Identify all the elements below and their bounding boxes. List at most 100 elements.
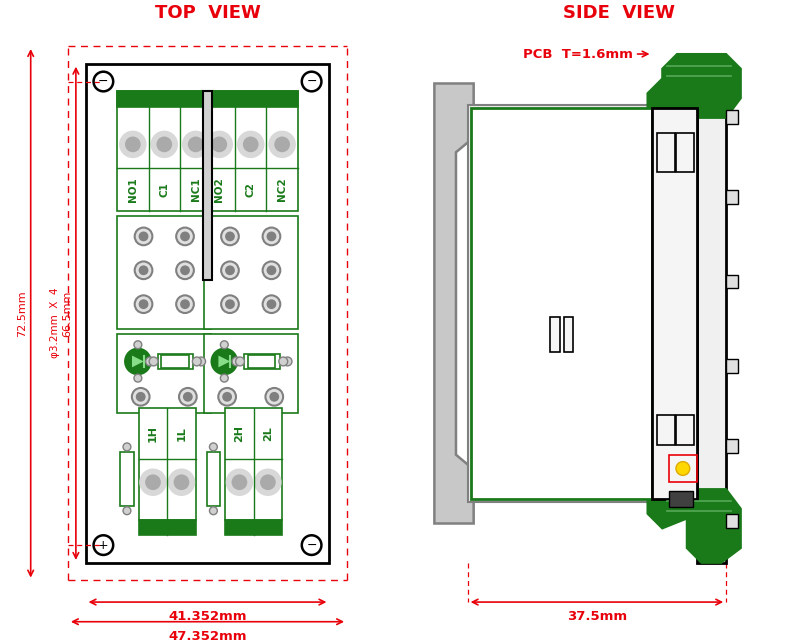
Circle shape [145,475,161,490]
Circle shape [210,443,218,451]
Circle shape [168,469,195,496]
Polygon shape [218,356,230,367]
Polygon shape [434,84,474,523]
Circle shape [211,136,227,152]
Bar [658,415,675,445]
Text: SIDE  VIEW: SIDE VIEW [562,4,674,22]
Bar [117,216,211,329]
Bar [676,415,694,445]
Circle shape [146,357,154,366]
Circle shape [134,262,152,279]
Circle shape [180,266,190,275]
Circle shape [119,131,146,158]
Bar [117,334,211,413]
Circle shape [210,507,218,514]
Circle shape [180,299,190,309]
Circle shape [270,392,279,402]
Circle shape [138,266,149,275]
Bar [726,275,738,288]
Bar [203,91,298,107]
Text: C1: C1 [159,182,170,197]
Polygon shape [647,489,741,563]
Circle shape [260,475,276,490]
Circle shape [206,131,233,158]
Text: 1H: 1H [148,424,158,442]
Circle shape [243,136,258,152]
Circle shape [134,295,152,313]
Circle shape [222,392,232,402]
Circle shape [150,131,178,158]
Bar [658,132,675,172]
Circle shape [176,262,194,279]
Bar [676,132,694,172]
Circle shape [134,228,152,245]
Circle shape [136,392,146,402]
Text: −: − [306,539,317,552]
Text: φ3.2mm  X  4: φ3.2mm X 4 [50,288,60,358]
Bar [248,354,275,368]
Circle shape [182,131,210,158]
Circle shape [197,357,206,366]
Circle shape [157,136,172,152]
Bar [86,64,330,563]
Bar [726,439,738,453]
Circle shape [132,388,150,406]
Circle shape [232,357,241,366]
Circle shape [94,72,114,91]
Bar [120,452,134,506]
Circle shape [183,392,193,402]
Text: NC1: NC1 [190,177,201,201]
Circle shape [218,388,236,406]
Bar [138,520,196,535]
Circle shape [266,231,276,241]
Bar [117,91,211,107]
Circle shape [139,469,166,496]
Circle shape [123,443,131,451]
Circle shape [176,228,194,245]
Text: 2L: 2L [263,426,273,440]
Circle shape [220,341,228,349]
Circle shape [262,295,280,313]
Bar [470,108,653,499]
Polygon shape [132,356,144,367]
Circle shape [254,469,282,496]
Bar [726,190,738,204]
Circle shape [226,469,253,496]
Circle shape [176,295,194,313]
Bar [162,354,189,368]
Text: −: − [98,75,109,88]
Bar [203,334,298,413]
Bar [669,455,697,482]
Circle shape [283,357,292,366]
Circle shape [125,349,150,374]
Bar [726,514,738,528]
Circle shape [180,231,190,241]
Circle shape [279,357,288,366]
Circle shape [134,374,142,382]
Text: 41.352mm: 41.352mm [168,610,246,623]
Text: NO2: NO2 [214,177,224,202]
Circle shape [302,535,322,555]
Text: 37.5mm: 37.5mm [567,610,627,623]
Bar [203,216,298,329]
Bar [468,105,655,502]
Text: 1L: 1L [177,426,186,440]
Polygon shape [647,54,741,118]
Text: 72.5mm: 72.5mm [17,290,26,337]
Circle shape [225,299,235,309]
Circle shape [188,136,203,152]
Circle shape [125,136,141,152]
Circle shape [266,266,276,275]
Bar [669,491,693,507]
Text: 47.352mm: 47.352mm [168,629,246,642]
Bar [138,408,196,520]
Bar [225,520,282,535]
Text: −: − [306,75,317,88]
Bar [697,64,726,563]
Circle shape [123,507,131,514]
Circle shape [225,231,235,241]
Circle shape [225,266,235,275]
Bar [653,108,697,499]
Circle shape [266,299,276,309]
Bar [203,91,298,211]
